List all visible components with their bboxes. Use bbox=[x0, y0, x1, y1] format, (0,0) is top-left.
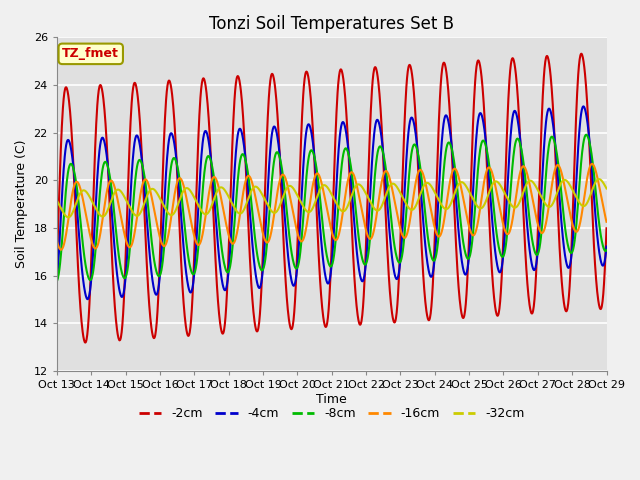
-8cm bbox=[317, 206, 325, 212]
-16cm bbox=[58, 247, 65, 252]
Line: -32cm: -32cm bbox=[57, 179, 607, 217]
-8cm bbox=[139, 164, 147, 170]
-16cm bbox=[53, 238, 61, 244]
-16cm bbox=[542, 220, 550, 226]
-4cm bbox=[580, 104, 588, 109]
-2cm bbox=[53, 261, 61, 267]
-2cm bbox=[542, 55, 550, 60]
-4cm bbox=[317, 241, 325, 247]
Line: -16cm: -16cm bbox=[57, 164, 607, 250]
Y-axis label: Soil Temperature (C): Soil Temperature (C) bbox=[15, 140, 28, 268]
-2cm bbox=[140, 180, 147, 185]
Line: -2cm: -2cm bbox=[57, 54, 607, 343]
-32cm bbox=[140, 204, 147, 210]
-8cm bbox=[603, 247, 611, 253]
-4cm bbox=[53, 279, 61, 285]
-32cm bbox=[65, 215, 72, 220]
-2cm bbox=[81, 340, 89, 346]
-4cm bbox=[461, 272, 469, 277]
-32cm bbox=[603, 186, 611, 192]
-8cm bbox=[582, 132, 590, 138]
-16cm bbox=[317, 180, 325, 185]
Line: -4cm: -4cm bbox=[57, 107, 607, 299]
-4cm bbox=[307, 128, 315, 134]
-16cm bbox=[307, 192, 315, 198]
-4cm bbox=[84, 296, 92, 302]
-32cm bbox=[53, 198, 61, 204]
-16cm bbox=[588, 161, 596, 167]
-8cm bbox=[596, 225, 604, 231]
-8cm bbox=[542, 176, 550, 181]
-4cm bbox=[140, 169, 147, 175]
-16cm bbox=[603, 219, 611, 225]
-2cm bbox=[317, 297, 325, 302]
-8cm bbox=[307, 148, 314, 154]
-16cm bbox=[596, 188, 604, 193]
-2cm bbox=[577, 51, 585, 57]
-2cm bbox=[307, 99, 315, 105]
-4cm bbox=[596, 254, 604, 260]
-16cm bbox=[140, 180, 147, 185]
-16cm bbox=[461, 207, 469, 213]
X-axis label: Time: Time bbox=[316, 393, 347, 406]
-2cm bbox=[603, 226, 611, 231]
-32cm bbox=[595, 176, 603, 182]
-4cm bbox=[603, 244, 611, 250]
-32cm bbox=[542, 202, 550, 207]
-8cm bbox=[53, 278, 61, 284]
-32cm bbox=[596, 177, 604, 182]
-32cm bbox=[307, 208, 315, 214]
Line: -8cm: -8cm bbox=[57, 135, 607, 281]
Text: TZ_fmet: TZ_fmet bbox=[62, 48, 119, 60]
-32cm bbox=[461, 182, 469, 188]
-2cm bbox=[461, 305, 469, 311]
-32cm bbox=[317, 184, 325, 190]
-2cm bbox=[596, 306, 604, 312]
Title: Tonzi Soil Temperatures Set B: Tonzi Soil Temperatures Set B bbox=[209, 15, 454, 33]
-4cm bbox=[542, 120, 550, 125]
-8cm bbox=[461, 249, 469, 255]
Legend: -2cm, -4cm, -8cm, -16cm, -32cm: -2cm, -4cm, -8cm, -16cm, -32cm bbox=[134, 402, 530, 425]
